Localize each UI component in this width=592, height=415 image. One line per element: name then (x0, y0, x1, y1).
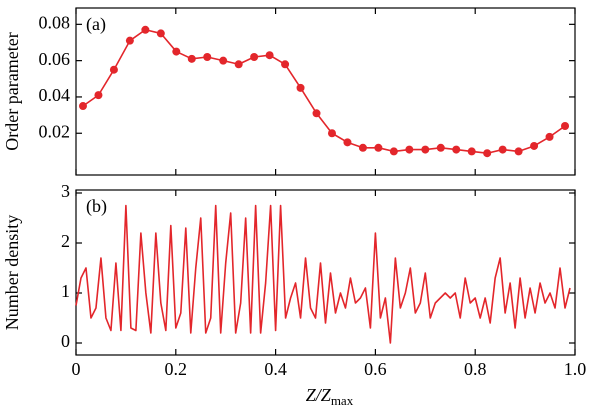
data-point (125, 36, 134, 45)
data-point (172, 47, 181, 56)
data-point (498, 145, 507, 154)
y-tick-label: 0.04 (39, 85, 71, 105)
x-axis-label-subscript: max (331, 393, 354, 408)
data-point (374, 143, 383, 152)
panel-label: (b) (86, 196, 107, 217)
data-point (250, 53, 259, 62)
y-axis-label: Number density (2, 215, 22, 330)
data-point (405, 145, 414, 154)
data-point (187, 54, 196, 63)
data-point (109, 65, 118, 74)
data-point (561, 121, 570, 130)
y-tick-label: 0.08 (39, 12, 71, 32)
data-point (296, 83, 305, 92)
data-point (530, 141, 539, 150)
data-point (94, 91, 103, 100)
x-axis-label-main: Z/Z (306, 385, 332, 405)
y-tick-label: 0 (61, 331, 70, 351)
y-tick-label: 0.02 (39, 121, 71, 141)
x-axis-label: Z/Zmax (306, 385, 354, 408)
data-point (343, 138, 352, 147)
data-point (156, 29, 165, 38)
axis-box (75, 189, 576, 356)
axis-box (75, 7, 576, 176)
y-tick-label: 2 (61, 231, 70, 251)
data-point (358, 143, 367, 152)
data-point (436, 143, 445, 152)
data-point (219, 56, 228, 65)
x-tick-label: 0.2 (165, 359, 188, 379)
data-line (75, 204, 571, 344)
data-point (483, 149, 492, 158)
x-tick-label: 0.6 (364, 359, 387, 379)
panel-label: (a) (86, 14, 106, 35)
x-tick-label: 0.8 (464, 359, 487, 379)
data-point (141, 25, 150, 34)
data-point (312, 109, 321, 118)
x-tick-label: 1.0 (564, 359, 587, 379)
data-point (389, 147, 398, 156)
y-tick-label: 0.06 (39, 49, 71, 69)
data-point (265, 51, 274, 60)
y-tick-label: 3 (61, 181, 70, 201)
x-tick-label: 0 (72, 359, 81, 379)
data-line (82, 28, 566, 155)
data-point (327, 129, 336, 138)
data-point (234, 60, 243, 69)
y-axis-label: Order parameter (2, 32, 22, 150)
data-point (545, 132, 554, 141)
data-point (203, 53, 212, 62)
data-point (467, 147, 476, 156)
data-point (281, 60, 290, 69)
data-point (452, 145, 461, 154)
data-point (78, 102, 87, 111)
data-point (421, 145, 430, 154)
x-tick-label: 0.4 (264, 359, 287, 379)
y-tick-label: 1 (61, 281, 70, 301)
data-point (514, 147, 523, 156)
